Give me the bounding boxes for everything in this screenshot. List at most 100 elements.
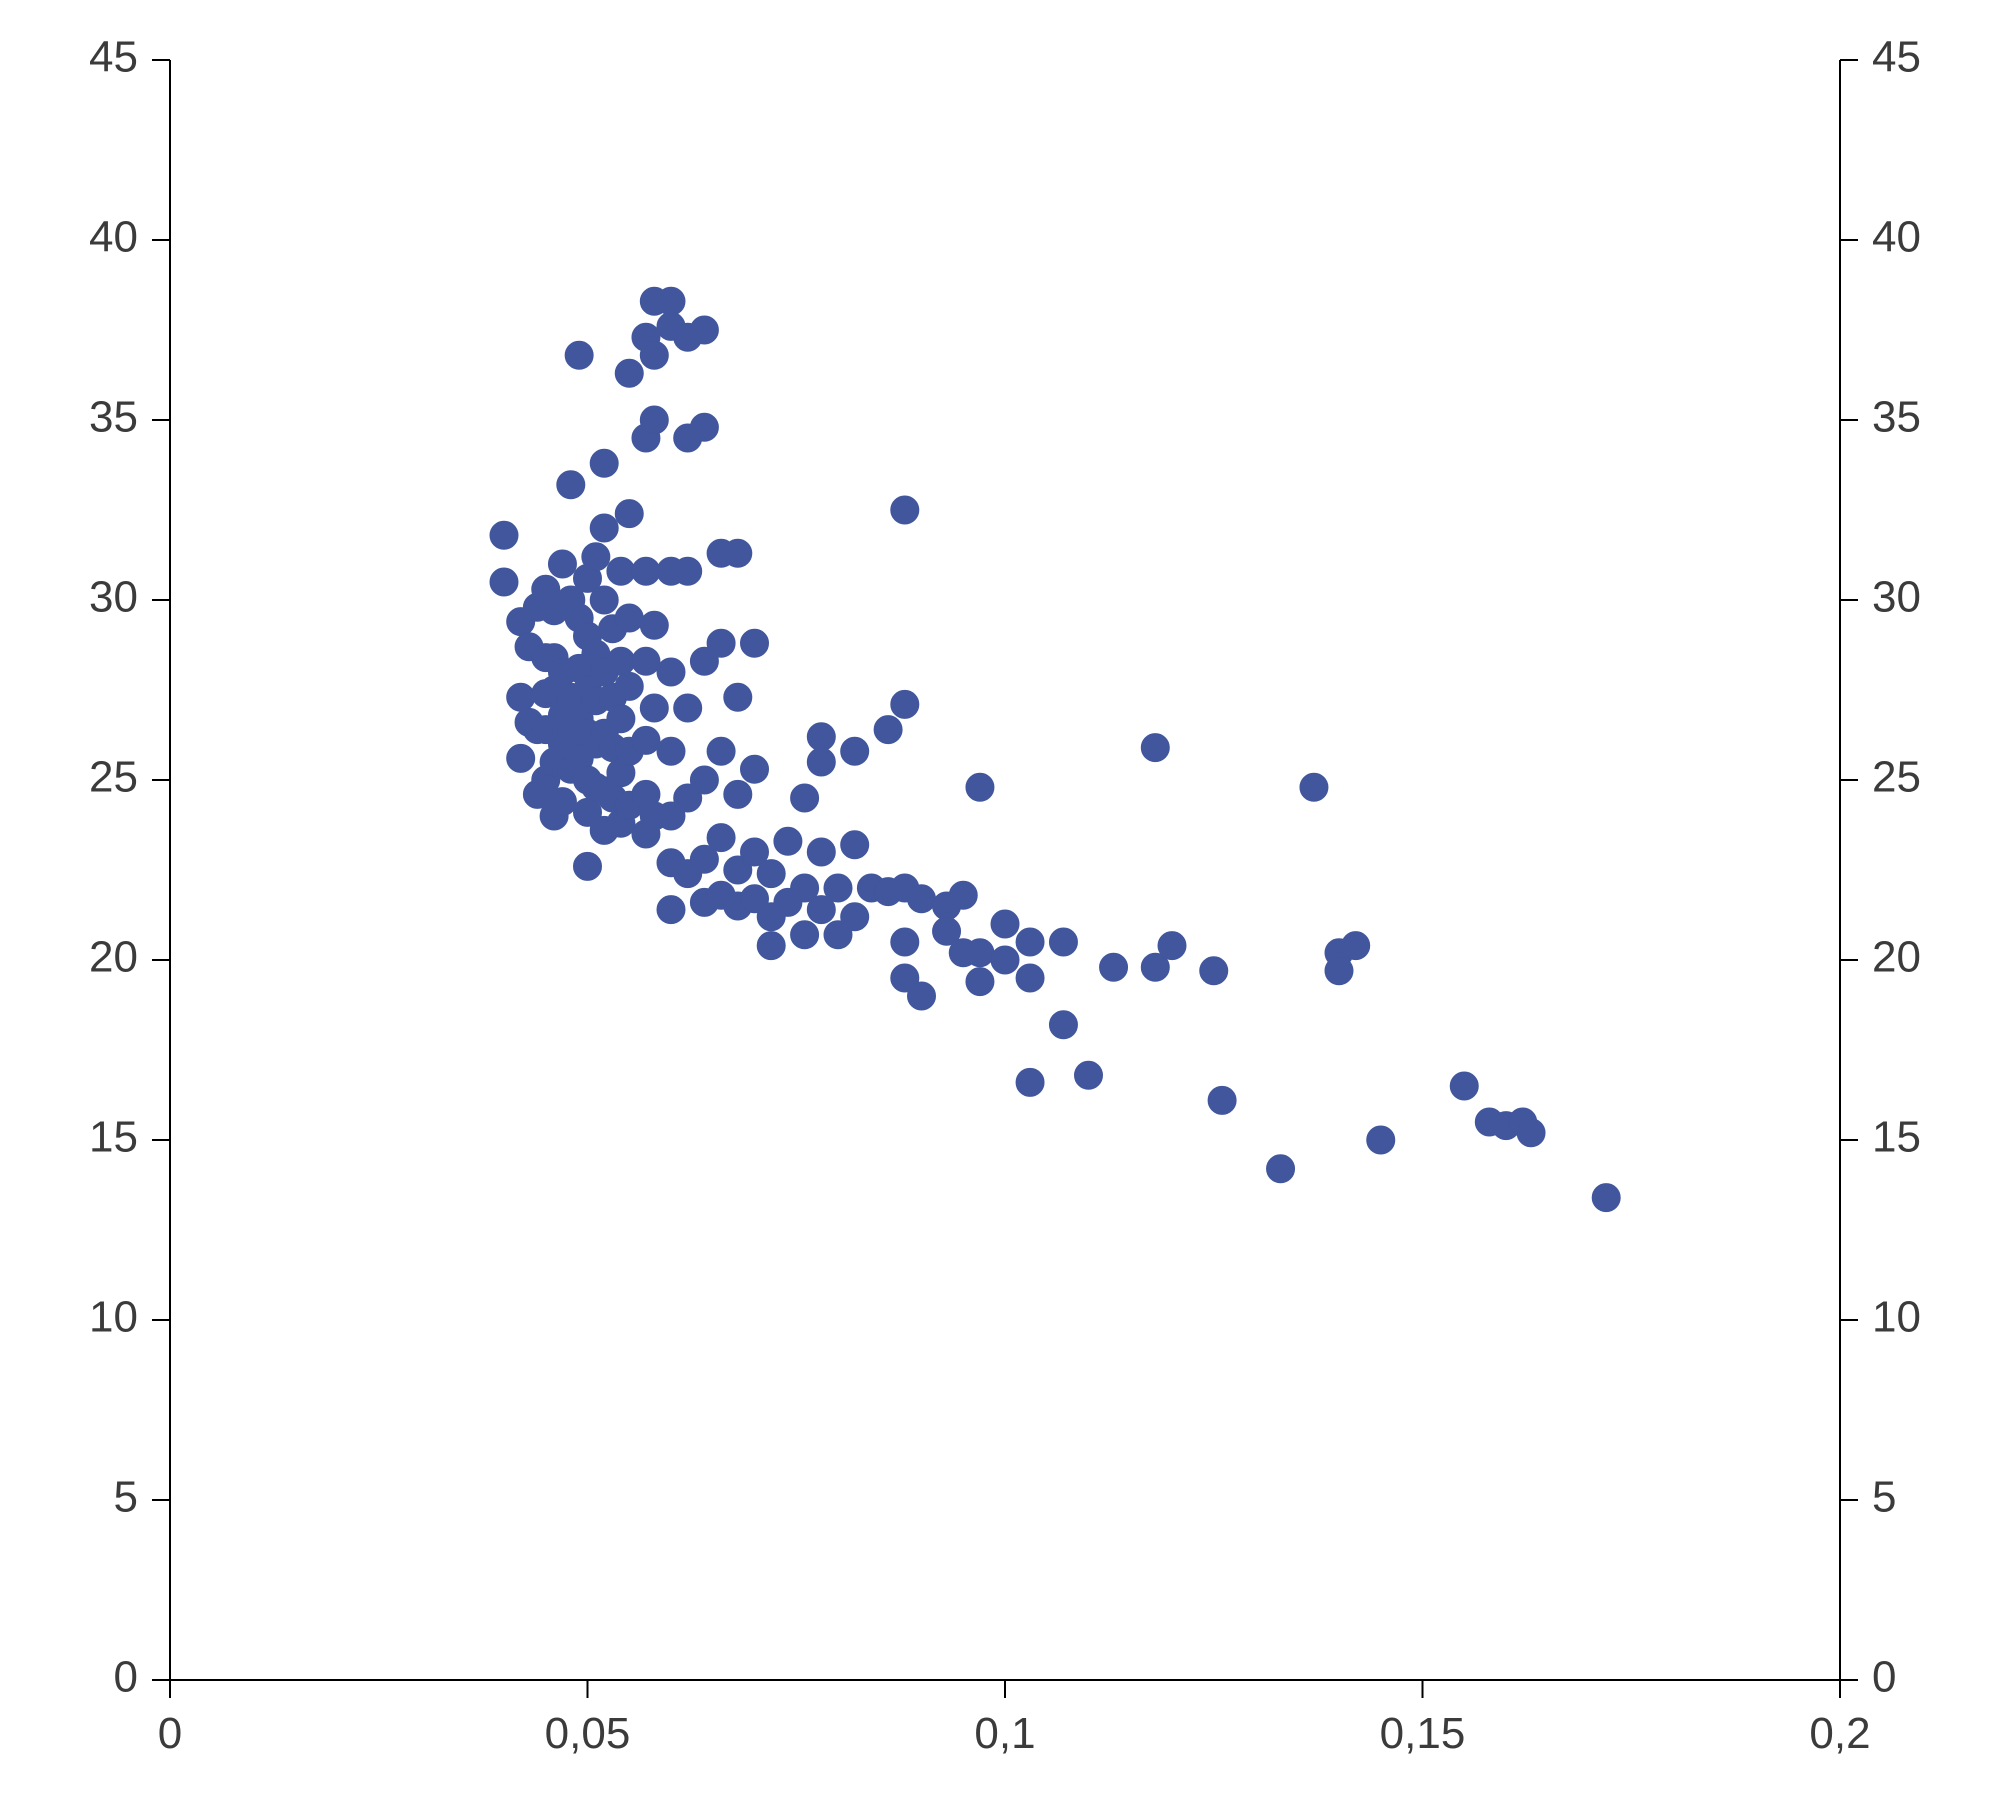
- data-point: [966, 773, 994, 801]
- data-point: [891, 496, 919, 524]
- data-point: [615, 500, 643, 528]
- y-right-tick-label: 5: [1872, 1473, 1896, 1522]
- data-point: [707, 737, 735, 765]
- y-right-tick-label: 10: [1872, 1293, 1921, 1342]
- data-point: [490, 568, 518, 596]
- data-point: [949, 881, 977, 909]
- x-tick-label: 0,15: [1380, 1709, 1466, 1758]
- data-point: [757, 932, 785, 960]
- x-tick-label: 0: [158, 1709, 182, 1758]
- data-point: [557, 471, 585, 499]
- data-point: [582, 543, 610, 571]
- data-point: [607, 557, 635, 585]
- data-point: [615, 359, 643, 387]
- data-point: [1200, 957, 1228, 985]
- data-point: [1158, 932, 1186, 960]
- chart-svg: 05101520253035404505101520253035404500,0…: [0, 0, 2000, 1816]
- data-point: [1325, 957, 1353, 985]
- y-left-tick-label: 40: [89, 213, 138, 262]
- data-point: [640, 406, 668, 434]
- data-point: [574, 852, 602, 880]
- data-point: [1450, 1072, 1478, 1100]
- data-point: [1016, 1068, 1044, 1096]
- data-point: [807, 723, 835, 751]
- data-point: [707, 629, 735, 657]
- data-point: [607, 705, 635, 733]
- data-point: [1049, 928, 1077, 956]
- data-point: [1016, 964, 1044, 992]
- y-left-tick-label: 35: [89, 393, 138, 442]
- data-point: [590, 449, 618, 477]
- data-point: [548, 788, 576, 816]
- data-point: [841, 831, 869, 859]
- data-point: [590, 586, 618, 614]
- data-point: [841, 903, 869, 931]
- data-point: [640, 611, 668, 639]
- data-point: [1367, 1126, 1395, 1154]
- data-point: [690, 413, 718, 441]
- data-point: [690, 766, 718, 794]
- data-point: [657, 287, 685, 315]
- data-point: [724, 539, 752, 567]
- y-right-tick-label: 25: [1872, 753, 1921, 802]
- data-point: [724, 780, 752, 808]
- data-point: [908, 982, 936, 1010]
- data-point: [991, 946, 1019, 974]
- data-point: [1016, 928, 1044, 956]
- x-tick-label: 0,05: [545, 1709, 631, 1758]
- y-right-tick-label: 20: [1872, 933, 1921, 982]
- y-right-tick-label: 40: [1872, 213, 1921, 262]
- data-point: [807, 748, 835, 776]
- data-point: [707, 824, 735, 852]
- y-left-tick-label: 15: [89, 1113, 138, 1162]
- data-point: [908, 885, 936, 913]
- x-tick-label: 0,1: [974, 1709, 1035, 1758]
- data-point: [757, 860, 785, 888]
- data-point: [807, 838, 835, 866]
- data-point: [841, 737, 869, 765]
- data-point: [1517, 1119, 1545, 1147]
- data-point: [657, 896, 685, 924]
- data-point: [590, 514, 618, 542]
- y-left-tick-label: 0: [114, 1653, 138, 1702]
- data-point: [891, 690, 919, 718]
- data-point: [1075, 1061, 1103, 1089]
- data-point: [548, 550, 576, 578]
- data-point: [966, 939, 994, 967]
- data-point: [774, 827, 802, 855]
- y-right-tick-label: 0: [1872, 1653, 1896, 1702]
- data-point: [615, 604, 643, 632]
- data-point: [640, 341, 668, 369]
- y-left-tick-label: 10: [89, 1293, 138, 1342]
- y-left-tick-label: 25: [89, 753, 138, 802]
- data-point: [1141, 734, 1169, 762]
- data-point: [891, 928, 919, 956]
- data-point: [741, 755, 769, 783]
- data-point: [1208, 1086, 1236, 1114]
- data-point: [791, 921, 819, 949]
- data-point: [565, 341, 593, 369]
- data-point: [1049, 1011, 1077, 1039]
- data-point: [991, 910, 1019, 938]
- data-point: [507, 744, 535, 772]
- data-point: [1100, 953, 1128, 981]
- y-left-tick-label: 45: [89, 33, 138, 82]
- data-point: [607, 647, 635, 675]
- data-point: [690, 316, 718, 344]
- data-point: [874, 716, 902, 744]
- data-point: [507, 683, 535, 711]
- y-right-tick-label: 35: [1872, 393, 1921, 442]
- data-point: [791, 784, 819, 812]
- y-right-tick-label: 30: [1872, 573, 1921, 622]
- data-point: [674, 557, 702, 585]
- data-point: [632, 557, 660, 585]
- data-point: [615, 672, 643, 700]
- data-point: [640, 694, 668, 722]
- data-point: [824, 874, 852, 902]
- data-point: [674, 694, 702, 722]
- data-point: [632, 647, 660, 675]
- data-point: [1592, 1184, 1620, 1212]
- y-left-tick-label: 20: [89, 933, 138, 982]
- data-point: [741, 629, 769, 657]
- y-left-tick-label: 5: [114, 1473, 138, 1522]
